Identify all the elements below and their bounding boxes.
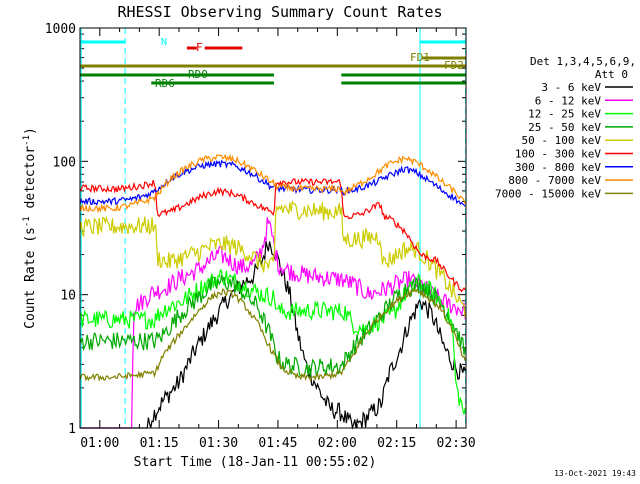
legend-title-line2: Att 0 <box>595 68 628 81</box>
y-tick-label: 10 <box>60 289 76 304</box>
series-line <box>79 268 466 415</box>
legend-label: 300 - 800 keV <box>515 161 601 174</box>
x-tick-label: 01:45 <box>258 436 297 451</box>
legend-label: 50 - 100 keV <box>522 134 602 147</box>
x-tick-label: 02:00 <box>318 436 357 451</box>
y-axis-title-sup2: -1 <box>22 135 32 146</box>
series-line <box>79 177 466 293</box>
footer-timestamp: 13-Oct-2021 19:43 <box>554 469 636 478</box>
flag-label-fd1: FD1 <box>410 51 430 64</box>
y-axis-title: Count Rate (s-1 detector-1) <box>22 127 38 329</box>
plot-frame <box>79 27 467 429</box>
flag-label-f: F <box>196 41 203 54</box>
x-axis: 01:00 01:15 01:30 01:45 02:00 02:15 02:30 <box>79 28 476 451</box>
y-tick-label: 1 <box>68 422 76 437</box>
legend-title-line1: Det 1,3,4,5,6,9, <box>530 55 636 68</box>
legend-label: 25 - 50 keV <box>528 121 601 134</box>
flag-label-fd2: FD2 <box>444 59 464 72</box>
series-line <box>80 217 466 429</box>
x-tick-label: 02:30 <box>437 436 476 451</box>
series-line <box>79 200 466 318</box>
legend-label: 7000 - 15000 keV <box>495 187 601 200</box>
chart-title: RHESSI Observing Summary Count Rates <box>117 3 442 21</box>
series-line <box>79 159 466 207</box>
x-tick-label: 01:00 <box>80 436 119 451</box>
x-tick-label: 02:15 <box>377 436 416 451</box>
flag-bars: N F FD1 FD2 RD0 RD6 <box>80 37 466 90</box>
y-axis-title-part1: Count Rate (s <box>23 227 38 329</box>
y-axis-title-part2: detector <box>23 146 38 217</box>
y-axis-title-part3: ) <box>23 127 38 135</box>
y-tick-label: 1000 <box>45 22 76 37</box>
y-axis: 1 10 100 1000 <box>45 22 466 437</box>
y-tick-label: 100 <box>53 155 76 170</box>
legend-label: 800 - 7000 keV <box>508 174 601 187</box>
y-axis-title-sup1: -1 <box>22 216 32 227</box>
flag-label-rd6: RD6 <box>155 77 175 90</box>
legend-label: 6 - 12 keV <box>535 94 602 107</box>
series-line <box>79 153 466 214</box>
legend-label: 100 - 300 keV <box>515 148 601 161</box>
legend-label: 3 - 6 keV <box>541 81 601 94</box>
x-tick-label: 01:15 <box>140 436 179 451</box>
x-axis-title: Start Time (18-Jan-11 00:55:02) <box>134 455 377 470</box>
flag-label-rd0: RD0 <box>188 68 208 81</box>
x-tick-label: 01:30 <box>199 436 238 451</box>
flag-label-n: N <box>161 37 167 48</box>
legend-label: 12 - 25 keV <box>528 108 601 121</box>
series-line <box>79 288 466 382</box>
